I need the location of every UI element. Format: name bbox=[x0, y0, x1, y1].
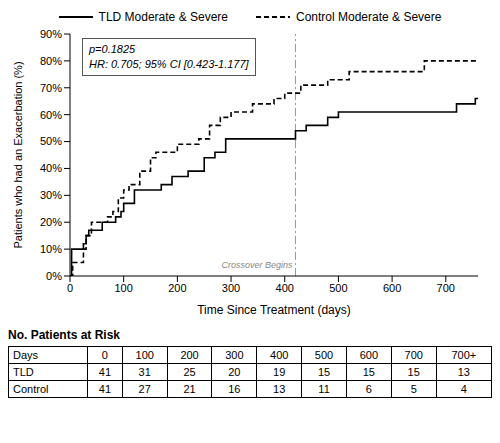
svg-text:Patients who had an Exacerbati: Patients who had an Exacerbation (%) bbox=[12, 61, 24, 248]
svg-text:20%: 20% bbox=[40, 216, 62, 228]
html-text:16: 16 bbox=[228, 383, 241, 395]
svg-text:10%: 10% bbox=[40, 243, 62, 255]
html-text:13: 13 bbox=[457, 366, 470, 378]
svg-text:Crossover Begins: Crossover Begins bbox=[221, 260, 293, 270]
html-text:25: 25 bbox=[183, 366, 196, 378]
svg-text:60%: 60% bbox=[40, 109, 62, 121]
html-text:21: 21 bbox=[183, 383, 196, 395]
svg-text:50%: 50% bbox=[40, 135, 62, 147]
html-text:31: 31 bbox=[138, 366, 151, 378]
html-text:HR: 0.705; 95% CI [0.423-1.177: HR: 0.705; 95% CI [0.423-1.177] bbox=[89, 58, 249, 70]
html-text:500: 500 bbox=[314, 349, 334, 361]
html-text:TLD: TLD bbox=[13, 366, 34, 378]
svg-text:90%: 90% bbox=[40, 28, 62, 40]
html-text:0: 0 bbox=[101, 349, 108, 361]
svg-text:700: 700 bbox=[437, 282, 455, 294]
svg-text:0%: 0% bbox=[46, 270, 62, 282]
html-text:100: 100 bbox=[135, 349, 154, 361]
html-text:11: 11 bbox=[318, 383, 330, 395]
html-text:41: 41 bbox=[98, 383, 111, 395]
svg-text:30%: 30% bbox=[40, 189, 62, 201]
svg-text:80%: 80% bbox=[40, 55, 62, 67]
svg-text:400: 400 bbox=[276, 282, 294, 294]
html-text:p=0.1825: p=0.1825 bbox=[89, 43, 136, 55]
html-text:200: 200 bbox=[180, 349, 199, 361]
html-text:Control: Control bbox=[13, 383, 49, 395]
svg-text:500: 500 bbox=[329, 282, 347, 294]
html-text:No. Patients at Risk: No. Patients at Risk bbox=[8, 328, 120, 342]
svg-text:70%: 70% bbox=[40, 82, 62, 94]
svg-text:40%: 40% bbox=[40, 162, 62, 174]
html-text:300: 300 bbox=[225, 349, 244, 361]
html-text:13: 13 bbox=[273, 383, 286, 395]
html-text:Control Moderate & Severe: Control Moderate & Severe bbox=[296, 10, 442, 24]
html-text:15: 15 bbox=[407, 366, 420, 378]
html-text:41: 41 bbox=[98, 366, 111, 378]
svg-text:300: 300 bbox=[222, 282, 240, 294]
html-text:700+: 700+ bbox=[451, 349, 477, 361]
html-text:700: 700 bbox=[404, 349, 423, 361]
html-text:20: 20 bbox=[228, 366, 241, 378]
html-text:TLD Moderate & Severe: TLD Moderate & Severe bbox=[98, 10, 228, 24]
svg-text:200: 200 bbox=[168, 282, 186, 294]
svg-text:100: 100 bbox=[115, 282, 133, 294]
html-text:19: 19 bbox=[273, 366, 286, 378]
html-text:400: 400 bbox=[270, 349, 289, 361]
html-text:5: 5 bbox=[410, 383, 417, 395]
html-text:6: 6 bbox=[365, 383, 372, 395]
html-text:Days: Days bbox=[13, 349, 39, 361]
html-text:15: 15 bbox=[317, 366, 331, 378]
svg-text:Time Since Treatment (days): Time Since Treatment (days) bbox=[197, 303, 351, 317]
svg-text:600: 600 bbox=[383, 282, 401, 294]
html-text:4: 4 bbox=[460, 383, 467, 395]
svg-text:0: 0 bbox=[67, 282, 73, 294]
html-text:600: 600 bbox=[359, 349, 378, 361]
html-text:27: 27 bbox=[138, 383, 151, 395]
html-text:15: 15 bbox=[362, 366, 375, 378]
